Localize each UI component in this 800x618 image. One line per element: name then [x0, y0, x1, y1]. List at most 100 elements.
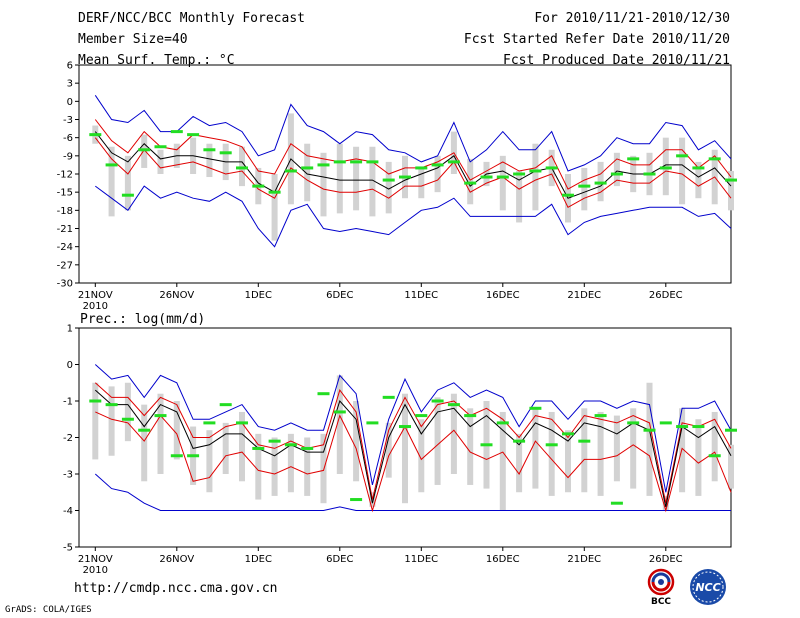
ensemble-box: [711, 411, 718, 482]
header-left: DERF/NCC/BCC Monthly Forecast Member Siz…: [78, 9, 305, 72]
grads-credit: GrADS: COLA/IGES: [5, 605, 92, 615]
x-tick-label: 26NOV: [159, 554, 194, 565]
y-tick-label: 1: [67, 324, 73, 335]
ensemble-box: [597, 411, 604, 496]
ensemble-box: [613, 152, 620, 187]
ensemble-box: [124, 155, 131, 211]
ensemble-upper-line: [94, 382, 732, 504]
header-right: For 2010/11/21-2010/12/30 Fcst Started R…: [464, 9, 730, 72]
ensemble-min-line: [95, 185, 732, 248]
y-tick-label: -18: [57, 206, 73, 217]
ensemble-box: [467, 408, 474, 485]
ensemble-lower-line: [95, 411, 732, 513]
ensemble-box: [402, 393, 408, 504]
y-tick-label: -5: [63, 543, 73, 554]
y-tick-label: -30: [57, 279, 73, 290]
ensemble-box: [695, 419, 702, 496]
ensemble-max-line: [94, 364, 732, 493]
ensemble-box: [353, 146, 360, 211]
ensemble-box: [450, 393, 457, 474]
ensemble-box: [385, 161, 392, 214]
chart-panel-2: 1 0 -1 -2 -3 -4 -5 21NOV 26NOV 1DEC 6DEC 11DEC 16DEC…: [63, 312, 737, 576]
ensemble-box: [516, 170, 523, 223]
y-tick-label: -3: [63, 470, 73, 481]
x-tick-label: 26NOV: [159, 290, 194, 301]
y-tick-label: -3: [63, 115, 73, 126]
x-tick-label: 1DEC: [245, 290, 272, 301]
x-tick-label: 21DEC: [567, 290, 601, 301]
ensemble-box: [548, 411, 555, 496]
ensemble-box: [385, 422, 392, 478]
forecast-period: For 2010/11/21-2010/12/30: [534, 11, 730, 26]
ensemble-box: [336, 375, 343, 474]
ensemble-box: [271, 174, 278, 241]
y-tick-label: -12: [57, 170, 73, 181]
ensemble-box: [353, 401, 360, 482]
ensemble-box: [532, 143, 539, 211]
y-tick-label: -6: [63, 133, 73, 144]
bcc-logo-text: BCC: [651, 597, 671, 607]
y-tick-label: -2: [63, 433, 73, 444]
y-tick-label: -1: [63, 397, 73, 408]
bcc-logo: BCC: [647, 568, 675, 607]
y-tick-label: 0: [67, 97, 73, 108]
member-size-label: Member Size=40: [78, 32, 188, 47]
ensemble-box: [141, 404, 148, 482]
ensemble-box: [92, 382, 99, 460]
ensemble-box: [581, 408, 588, 493]
ensemble-box: [157, 149, 164, 174]
ensemble-box: [369, 146, 376, 217]
ensemble-box: [581, 167, 588, 211]
ensemble-box: [141, 134, 148, 168]
ensemble-lower-line: [94, 137, 732, 208]
ensemble-mean-line: [94, 131, 732, 199]
ensemble-box: [532, 408, 539, 489]
ensemble-box: [499, 411, 506, 511]
y-tick-label: -15: [57, 188, 73, 199]
ensemble-box: [124, 382, 131, 442]
ensemble-box: [728, 170, 734, 211]
x-tick-label: 21NOV: [78, 554, 113, 565]
ensemble-box: [679, 137, 686, 205]
ensemble-box: [287, 433, 294, 493]
ensemble-box: [418, 419, 425, 493]
ensemble-box: [255, 433, 262, 500]
ensemble-box: [613, 415, 620, 482]
ncc-logo-text: NCC: [695, 581, 720, 594]
ensemble-box: [434, 155, 441, 193]
ensemble-min-line: [94, 473, 731, 511]
source-url[interactable]: http://cmdp.ncc.cma.gov.cn: [74, 581, 278, 596]
ensemble-box: [173, 401, 180, 460]
ensemble-box: [206, 143, 213, 178]
ensemble-box: [320, 152, 327, 217]
ensemble-box: [304, 143, 311, 202]
ensemble-box: [516, 433, 523, 493]
x-year-label: 2010: [83, 565, 108, 576]
ensemble-upper-line: [94, 119, 732, 190]
x-tick-label: 16DEC: [486, 554, 520, 565]
x-tick-label: 21NOV: [78, 290, 113, 301]
ensemble-mean-line: [94, 389, 732, 508]
ensemble-box: [157, 393, 164, 474]
x-tick-label: 6DEC: [326, 290, 353, 301]
x-tick-label: 16DEC: [486, 290, 520, 301]
ensemble-box: [320, 433, 327, 504]
ensemble-box: [108, 386, 115, 456]
ensemble-box: [108, 146, 115, 217]
ensemble-box: [206, 430, 213, 493]
ensemble-box: [434, 397, 441, 485]
x-tick-label: 11DEC: [404, 290, 438, 301]
ensemble-box: [499, 155, 506, 211]
ensemble-box: [271, 437, 278, 496]
x-year-label: 2010: [83, 301, 108, 312]
y-tick-label: 0: [67, 360, 73, 371]
chart-panel-1: 6 3 0 -3 -6 -9 -12 -15 -18 -21 -24 -27 -30 21NOV 26NOV…: [57, 61, 737, 312]
ensemble-box: [728, 444, 734, 489]
ensemble-box: [695, 161, 702, 199]
chart-title: DERF/NCC/BCC Monthly Forecast: [78, 11, 305, 26]
x-tick-label: 11DEC: [404, 554, 438, 565]
ensemble-box: [646, 382, 653, 496]
ensemble-box: [662, 137, 669, 196]
ensemble-box: [418, 167, 425, 199]
